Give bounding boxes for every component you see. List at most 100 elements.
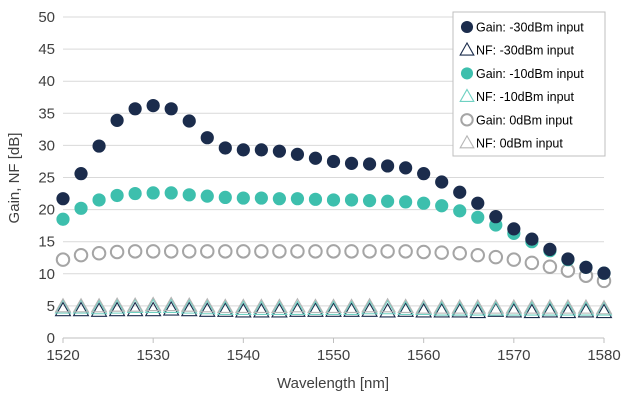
data-point bbox=[108, 301, 126, 317]
data-point bbox=[361, 297, 378, 313]
data-point bbox=[595, 300, 613, 316]
data-point bbox=[542, 259, 558, 274]
data-point bbox=[92, 139, 106, 153]
data-point bbox=[525, 232, 539, 246]
data-point bbox=[543, 242, 557, 257]
data-point bbox=[110, 188, 124, 203]
series-1 bbox=[54, 300, 613, 319]
data-point bbox=[289, 297, 306, 313]
data-point bbox=[344, 156, 359, 170]
data-point bbox=[164, 186, 178, 200]
data-point bbox=[344, 193, 359, 207]
data-point bbox=[487, 300, 505, 316]
legend-marker bbox=[459, 88, 475, 103]
data-point bbox=[144, 298, 162, 314]
data-point bbox=[505, 298, 523, 314]
data-point bbox=[182, 114, 196, 128]
data-point bbox=[289, 300, 306, 315]
data-point bbox=[435, 199, 449, 213]
data-point bbox=[325, 298, 342, 314]
data-point bbox=[72, 298, 90, 314]
x-tick-labels: 1520 1530 1540 1550 1560 1570 1580 bbox=[46, 347, 620, 364]
data-point bbox=[110, 113, 124, 127]
data-point bbox=[579, 260, 593, 274]
data-point bbox=[289, 302, 306, 317]
y-tick-label: 15 bbox=[38, 234, 55, 251]
data-point bbox=[524, 255, 540, 271]
data-point bbox=[54, 297, 72, 313]
data-point bbox=[234, 298, 252, 314]
data-point bbox=[254, 191, 268, 205]
data-point bbox=[415, 300, 433, 315]
data-point bbox=[198, 299, 216, 315]
data-point bbox=[109, 244, 125, 260]
data-point bbox=[146, 186, 160, 200]
y-axis-title: Gain, NF [dB] bbox=[6, 133, 23, 224]
data-point bbox=[381, 194, 395, 208]
data-point bbox=[55, 252, 71, 267]
x-tick-label: 1550 bbox=[317, 347, 350, 364]
data-point bbox=[236, 143, 250, 157]
data-point bbox=[216, 302, 234, 317]
data-point bbox=[252, 300, 270, 315]
legend-marker bbox=[460, 20, 474, 34]
data-points bbox=[54, 98, 613, 319]
data-point bbox=[234, 302, 252, 318]
data-point bbox=[561, 252, 575, 266]
data-point bbox=[272, 244, 287, 259]
data-point bbox=[541, 298, 559, 314]
data-point bbox=[325, 302, 342, 317]
data-point bbox=[541, 300, 559, 316]
data-point bbox=[433, 300, 451, 316]
data-point bbox=[343, 302, 360, 317]
data-point bbox=[489, 210, 503, 224]
data-point bbox=[488, 249, 504, 265]
legend-label: NF: -30dBm input bbox=[476, 44, 574, 58]
legend-marker bbox=[459, 134, 475, 149]
data-point bbox=[216, 298, 234, 314]
data-point bbox=[470, 247, 486, 263]
data-point bbox=[56, 212, 70, 226]
x-tick-label: 1520 bbox=[46, 347, 79, 364]
data-point bbox=[200, 244, 215, 259]
legend-label: Gain: 0dBm input bbox=[476, 113, 573, 127]
y-tick-label: 10 bbox=[38, 266, 55, 283]
y-tick-label: 20 bbox=[38, 202, 55, 219]
data-point bbox=[144, 296, 162, 312]
data-point bbox=[180, 296, 198, 312]
y-tick-labels: 0 5 10 15 20 25 30 35 40 45 50 bbox=[38, 9, 55, 347]
legend: Gain: -30dBm input NF: -30dBm input Gain: … bbox=[452, 11, 606, 157]
legend-label: Gain: -10dBm input bbox=[476, 67, 584, 81]
data-point bbox=[234, 300, 252, 315]
data-point bbox=[307, 302, 324, 317]
data-point bbox=[145, 244, 161, 259]
data-point bbox=[128, 102, 142, 116]
y-tick-label: 25 bbox=[38, 170, 55, 187]
data-point bbox=[417, 167, 431, 181]
data-point bbox=[108, 298, 126, 314]
data-point bbox=[398, 244, 413, 259]
data-point bbox=[162, 296, 180, 312]
data-point bbox=[146, 98, 160, 113]
data-point bbox=[577, 298, 595, 314]
data-point bbox=[453, 185, 467, 199]
data-point bbox=[271, 300, 288, 315]
data-point bbox=[144, 301, 162, 317]
legend-label: Gain: -30dBm input bbox=[476, 21, 584, 35]
data-point bbox=[415, 302, 433, 318]
data-point bbox=[126, 296, 144, 312]
axes bbox=[62, 337, 605, 343]
y-tick-label: 0 bbox=[47, 330, 55, 347]
data-point bbox=[164, 102, 178, 116]
data-point bbox=[451, 298, 469, 314]
data-point bbox=[326, 154, 341, 169]
data-point bbox=[254, 143, 268, 157]
data-point bbox=[90, 302, 108, 317]
data-point bbox=[487, 302, 505, 317]
x-tick-label: 1570 bbox=[497, 347, 530, 364]
data-point bbox=[523, 298, 541, 314]
data-point bbox=[326, 244, 341, 259]
data-point bbox=[451, 302, 469, 318]
legend-marker bbox=[460, 113, 474, 127]
data-point bbox=[271, 302, 288, 318]
